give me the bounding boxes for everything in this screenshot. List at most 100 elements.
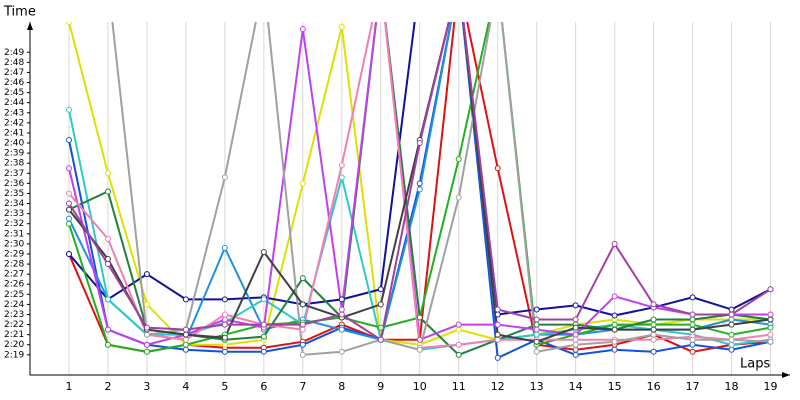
data-point (104, 170, 111, 177)
data-point (338, 348, 345, 355)
data-point (299, 321, 306, 328)
y-tick-label: 2:41 (4, 128, 24, 138)
data-point (689, 311, 696, 318)
data-point (221, 174, 228, 181)
y-tick-label: 2:37 (4, 169, 24, 179)
data-point (299, 341, 306, 348)
x-tick-label: 2 (104, 380, 111, 393)
data-point (65, 206, 72, 213)
data-point (143, 348, 150, 355)
data-point (338, 162, 345, 169)
data-point (572, 346, 579, 353)
data-point (221, 348, 228, 355)
x-tick-label: 17 (686, 380, 700, 393)
data-point (650, 301, 657, 308)
y-tick-label: 2:34 (4, 199, 24, 209)
data-point (767, 286, 774, 293)
data-point (767, 324, 774, 331)
y-tick-label: 2:21 (4, 330, 24, 340)
data-point (65, 220, 72, 227)
data-point (533, 331, 540, 338)
data-point (728, 346, 735, 353)
data-point (65, 250, 72, 257)
data-point (533, 348, 540, 355)
data-point (299, 275, 306, 282)
x-tick-label: 1 (65, 380, 72, 393)
data-point (104, 296, 111, 303)
y-tick-label: 2:27 (4, 270, 24, 280)
data-point (611, 293, 618, 300)
y-tick-label: 2:44 (4, 98, 24, 108)
x-tick-label: 19 (764, 380, 778, 393)
data-point (299, 180, 306, 187)
data-point (689, 294, 696, 301)
data-point (455, 156, 462, 163)
data-point (65, 137, 72, 144)
plot-area (65, 22, 774, 361)
y-tick-label: 2:49 (4, 48, 24, 58)
data-point (650, 321, 657, 328)
y-tick-label: 2:43 (4, 108, 24, 118)
data-point (572, 341, 579, 348)
data-point (416, 180, 423, 187)
data-point (494, 354, 501, 361)
data-point (494, 165, 501, 172)
x-tick-label: 18 (725, 380, 739, 393)
data-point (260, 333, 267, 340)
data-point (689, 321, 696, 328)
y-tick-label: 2:28 (4, 260, 24, 270)
data-point (182, 296, 189, 303)
data-point (299, 326, 306, 333)
y-tick-label: 2:22 (4, 320, 24, 330)
x-axis-title: Laps (740, 357, 770, 372)
data-point (767, 331, 774, 338)
y-tick-label: 2:40 (4, 139, 24, 149)
x-axis-arrow (782, 372, 790, 378)
data-point (65, 165, 72, 172)
data-point (260, 248, 267, 255)
data-point (650, 336, 657, 343)
data-point (611, 326, 618, 333)
data-point (689, 341, 696, 348)
data-point (338, 311, 345, 318)
data-point (65, 200, 72, 207)
data-point (416, 186, 423, 193)
x-tick-label: 8 (338, 380, 345, 393)
y-tick-label: 2:32 (4, 219, 24, 229)
data-point (611, 312, 618, 319)
data-point (299, 301, 306, 308)
grid (68, 22, 772, 375)
x-tick-label: 4 (182, 380, 189, 393)
data-point (533, 316, 540, 323)
data-point (182, 331, 189, 338)
data-point (104, 256, 111, 263)
x-tick-label: 14 (569, 380, 583, 393)
data-point (611, 240, 618, 247)
data-point (728, 306, 735, 313)
data-point (728, 341, 735, 348)
x-tick-label: 13 (530, 380, 544, 393)
data-point (455, 351, 462, 358)
y-tick-label: 2:45 (4, 88, 24, 98)
data-point (533, 326, 540, 333)
data-point (455, 321, 462, 328)
data-point (338, 326, 345, 333)
data-point (104, 188, 111, 195)
data-point (728, 316, 735, 323)
data-point (221, 334, 228, 341)
y-tick-label: 2:47 (4, 68, 24, 78)
data-point (221, 311, 228, 318)
data-point (572, 331, 579, 338)
data-point (260, 296, 267, 303)
data-point (494, 311, 501, 318)
data-point (416, 346, 423, 353)
data-point (650, 326, 657, 333)
data-point (572, 324, 579, 331)
data-point (377, 324, 384, 331)
data-point (767, 316, 774, 323)
y-tick-label: 2:39 (4, 149, 24, 159)
data-point (182, 326, 189, 333)
data-point (533, 338, 540, 345)
data-point (728, 336, 735, 343)
